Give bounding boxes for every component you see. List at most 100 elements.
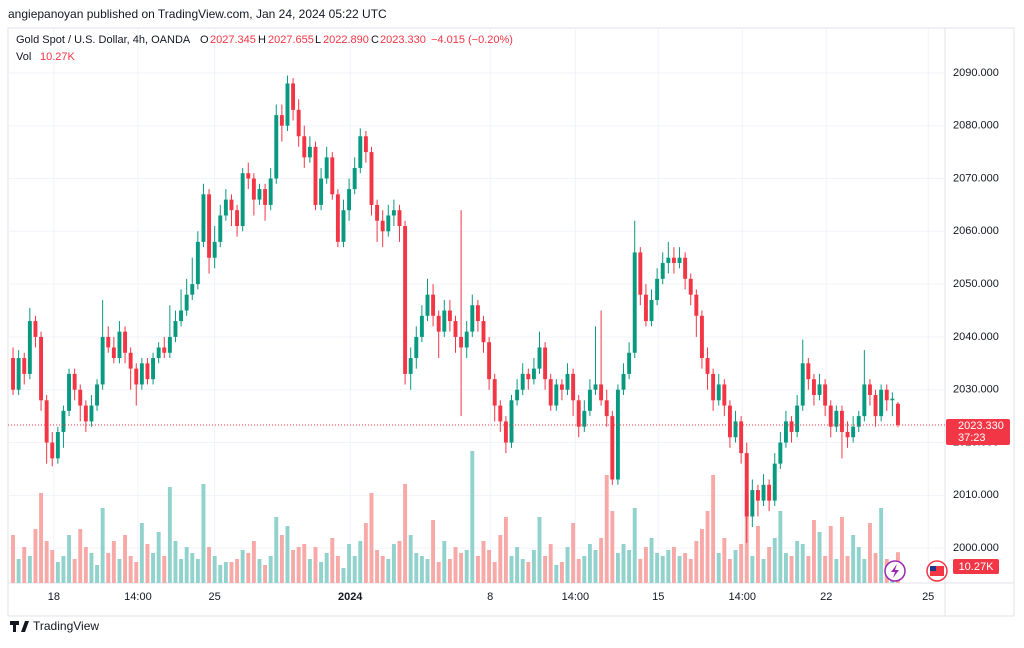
volume-bar <box>184 547 189 583</box>
volume-bar <box>330 538 335 583</box>
volume-bar <box>487 550 492 583</box>
candle-body <box>201 194 206 242</box>
y-tick-label: 2000.000 <box>953 542 999 554</box>
volume-bar <box>604 475 609 583</box>
candle-body <box>638 252 643 295</box>
volume-bar <box>380 556 385 583</box>
volume-bar <box>554 565 559 583</box>
volume-bar <box>559 562 564 583</box>
x-tick-label: 25 <box>922 591 934 603</box>
byline: angiepanoyan published on TradingView.co… <box>8 7 387 21</box>
candle-body <box>862 384 867 417</box>
volume-bar <box>307 559 312 583</box>
candle-body <box>593 384 598 390</box>
price-tag-countdown: 37:23 <box>958 432 986 444</box>
volume-bar <box>50 550 55 583</box>
o-value: 2027.345 <box>210 34 256 46</box>
volume-bar <box>459 553 464 583</box>
candle-body <box>879 389 884 417</box>
candle-body <box>229 199 234 211</box>
h-label: H <box>258 34 266 46</box>
volume-bar <box>856 547 861 583</box>
volume-bar <box>811 520 816 583</box>
candle-body <box>744 453 749 517</box>
candles <box>8 75 945 543</box>
candle-body <box>806 363 811 380</box>
volume-bar <box>447 559 452 583</box>
volume-bar <box>123 535 128 583</box>
volume-bar <box>369 493 374 583</box>
candle-body <box>72 373 77 390</box>
candle-body <box>156 347 161 359</box>
volume-bar <box>615 553 620 583</box>
candle-body <box>240 173 245 227</box>
candle-body <box>419 315 424 337</box>
volume-bar <box>95 565 100 583</box>
candle-body <box>699 315 704 359</box>
volume-bar <box>274 517 279 583</box>
frame <box>7 27 1015 617</box>
x-tick-label: 2024 <box>338 591 363 603</box>
brand: TradingView <box>33 619 99 633</box>
candle-body <box>475 305 480 322</box>
icons <box>884 560 948 582</box>
volume-bar <box>386 559 391 583</box>
volume-bar <box>699 529 704 583</box>
x-tick-label: 25 <box>209 591 221 603</box>
volume-bar <box>134 562 139 583</box>
volume-bar <box>593 550 598 583</box>
candle-body <box>884 389 889 401</box>
candle-body <box>352 167 357 190</box>
candle-body <box>274 115 279 179</box>
candle-body <box>291 83 296 110</box>
volume-bar <box>655 553 660 583</box>
candle-body <box>358 136 363 168</box>
price-tag-price: 2023.330 <box>958 420 1004 432</box>
volume-bar <box>296 547 301 583</box>
volume-bar <box>464 550 469 583</box>
candle-body <box>632 252 637 353</box>
candle-body <box>16 358 21 390</box>
volume-bar <box>179 559 184 583</box>
volume-bar <box>610 511 615 583</box>
candle-body <box>582 410 587 427</box>
volume-bar <box>481 541 486 583</box>
candle-body <box>447 310 452 322</box>
volume-bar <box>246 553 251 583</box>
x-tick-label: 22 <box>820 591 832 603</box>
candle-body <box>117 331 122 359</box>
volume-bar <box>643 547 648 583</box>
volume-bar <box>162 556 167 583</box>
volume-bar <box>218 565 223 583</box>
volume-bar <box>688 559 693 583</box>
volume-bar <box>128 556 133 583</box>
y-tick-label: 2010.000 <box>953 489 999 501</box>
candle-body <box>453 321 458 337</box>
volume-bar <box>694 541 699 583</box>
volume-bar <box>806 556 811 583</box>
volume-bar <box>565 547 570 583</box>
candle-body <box>604 400 609 417</box>
candle-body <box>498 405 503 422</box>
volume-bar <box>587 544 592 583</box>
volume-bar <box>817 532 822 583</box>
volume-bar <box>800 544 805 583</box>
volume-bar <box>67 535 72 583</box>
volume-bar <box>677 556 682 583</box>
volume-bar <box>285 526 290 583</box>
candle-body <box>867 384 872 396</box>
volume-bar <box>39 493 44 583</box>
candle-body <box>263 189 268 205</box>
volume-bar <box>515 547 520 583</box>
x-tick-label: 14:00 <box>124 591 152 603</box>
volume-bar <box>716 553 721 583</box>
candle-body <box>599 384 604 401</box>
volume-bar <box>733 550 738 583</box>
flag <box>930 566 944 576</box>
candle-body <box>554 384 559 406</box>
candle-body <box>795 405 800 432</box>
candle-body <box>251 178 256 200</box>
candle-body <box>347 189 352 211</box>
candle-body <box>375 204 380 221</box>
volume-bar <box>599 538 604 583</box>
